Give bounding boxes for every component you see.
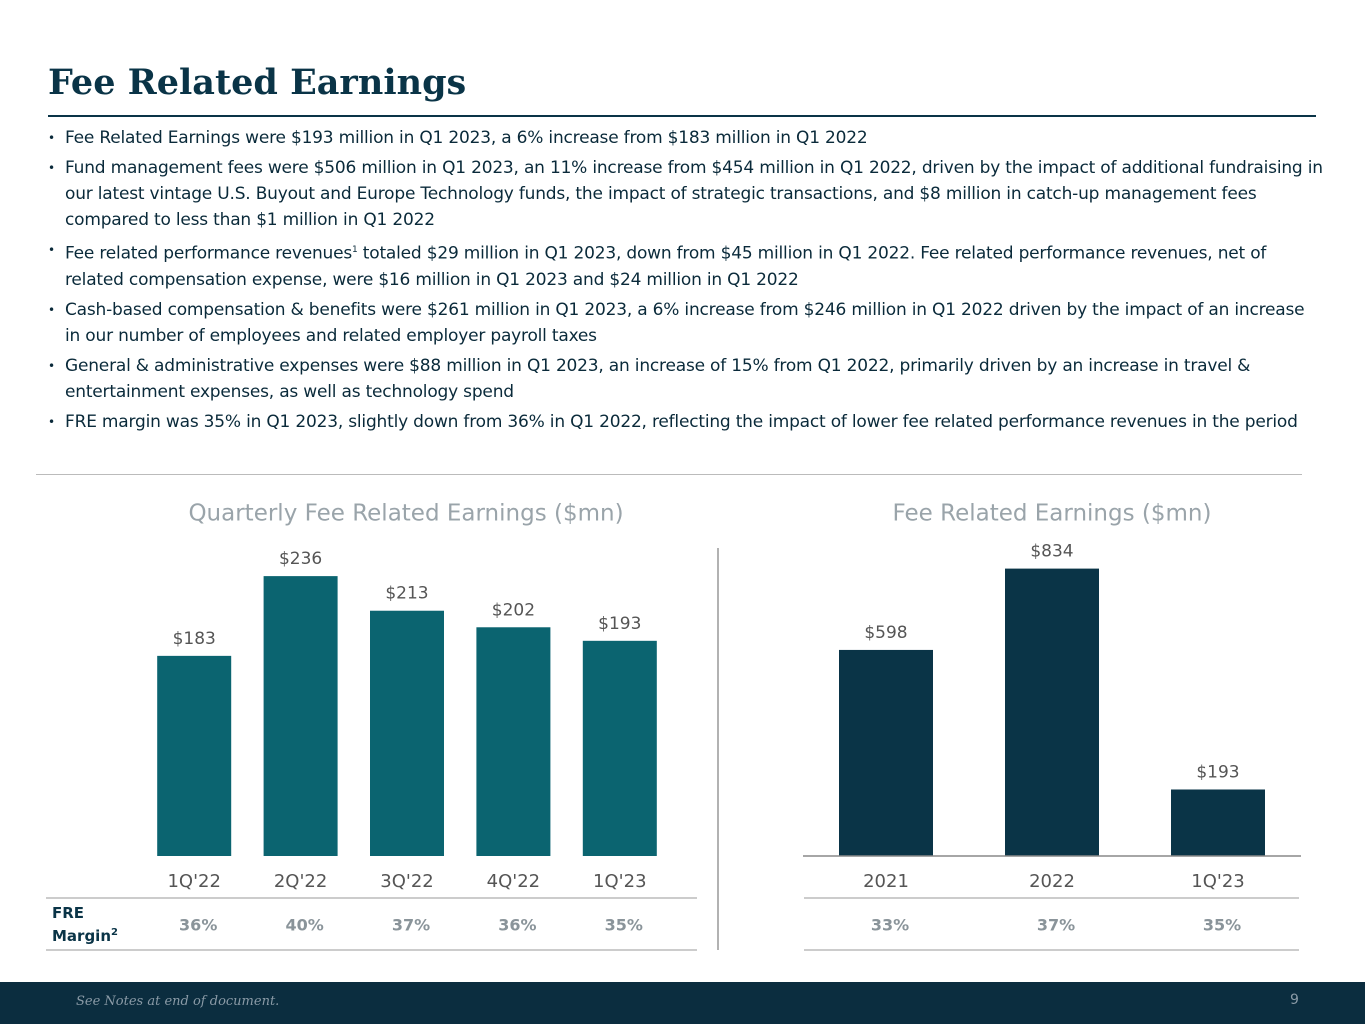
data-label: $236: [279, 549, 322, 569]
margin-value: 36%: [498, 916, 536, 935]
bullet: General & administrative expenses were $…: [48, 353, 1323, 405]
bar: [1171, 789, 1265, 856]
bar: [1005, 568, 1099, 856]
bullet-note: 1: [352, 245, 358, 255]
footer: See Notes at end of document. 9: [0, 982, 1365, 1024]
x-tick-label: 1Q'23: [593, 871, 646, 892]
margin-value: 33%: [871, 916, 909, 935]
bar: [370, 610, 444, 856]
bullet: Fee related performance revenues1 totale…: [48, 237, 1323, 293]
margin-label: FRE Margin: [52, 904, 112, 945]
data-label: $193: [1196, 762, 1239, 782]
separator: [36, 474, 1302, 475]
x-tick-label: 1Q'22: [167, 871, 220, 892]
margin-value: 35%: [1203, 916, 1241, 935]
data-label: $213: [385, 584, 428, 604]
margin-value: 40%: [285, 916, 323, 935]
title-rule: [48, 115, 1316, 117]
x-tick-label: 2021: [863, 871, 909, 892]
chart-title: Quarterly Fee Related Earnings ($mn): [188, 501, 623, 527]
bullet-text: totaled $29 million in Q1 2023, down fro…: [65, 243, 1267, 290]
data-label: $193: [598, 614, 641, 634]
data-label: $202: [492, 600, 535, 620]
bar: [263, 576, 338, 856]
bullet: FRE margin was 35% in Q1 2023, slightly …: [48, 409, 1323, 435]
bar: [157, 655, 232, 856]
bullet-text: Fee related performance revenues: [65, 243, 353, 264]
bullet: Fund management fees were $506 million i…: [48, 155, 1323, 233]
margin-value: 35%: [605, 916, 643, 935]
bar: [476, 627, 551, 856]
data-label: $834: [1030, 542, 1073, 562]
footnote: See Notes at end of document.: [76, 994, 280, 1009]
bar: [582, 640, 657, 856]
x-tick-label: 2Q'22: [274, 871, 327, 892]
data-label: $598: [864, 623, 907, 643]
data-label: $183: [173, 629, 216, 649]
x-tick-label: 4Q'22: [487, 871, 540, 892]
margin-value: 36%: [179, 916, 217, 935]
margin-value: 37%: [392, 916, 430, 935]
x-tick-label: 1Q'23: [1191, 871, 1244, 892]
x-tick-label: 3Q'22: [380, 871, 433, 892]
page-number: 9: [1290, 992, 1299, 1008]
slide-title: Fee Related Earnings: [48, 62, 467, 103]
bullet-list: Fee Related Earnings were $193 million i…: [48, 125, 1323, 439]
bar: [839, 649, 933, 856]
margin-note: 2: [111, 927, 118, 938]
x-tick-label: 2022: [1029, 871, 1075, 892]
bullet: Cash-based compensation & benefits were …: [48, 297, 1323, 349]
margin-value: 37%: [1037, 916, 1075, 935]
chart-title: Fee Related Earnings ($mn): [893, 501, 1212, 527]
bullet: Fee Related Earnings were $193 million i…: [48, 125, 1323, 151]
margin-row-label: FRE Margin2: [52, 904, 122, 946]
